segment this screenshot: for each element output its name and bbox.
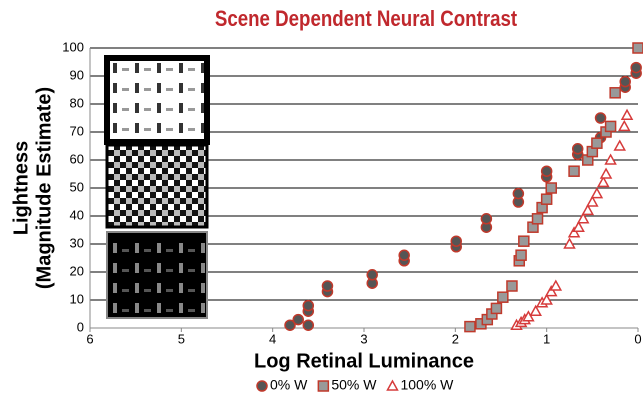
point (531, 213, 544, 225)
point (568, 165, 580, 177)
y-axis-label: Lightness (Magnitude Estimate) (10, 87, 55, 289)
y-label-line: Lightness (10, 141, 32, 235)
point (284, 319, 296, 331)
point (576, 212, 590, 224)
point (490, 302, 503, 315)
point (480, 213, 493, 225)
y-tick-label: 80 (70, 95, 84, 110)
point (506, 280, 518, 292)
point (302, 299, 315, 312)
y-tick-label: 50 (70, 179, 84, 194)
x-tick-label: 6 (86, 331, 93, 346)
point (515, 249, 527, 261)
point (386, 379, 399, 391)
point (609, 87, 621, 99)
chart-title: Scene Dependent Neural Contrast (215, 7, 517, 31)
point (545, 182, 557, 194)
point (594, 112, 607, 124)
plot (284, 42, 643, 333)
y-tick-label: 30 (70, 235, 84, 250)
point (618, 119, 631, 132)
point (512, 187, 525, 200)
point (544, 285, 558, 297)
point (366, 269, 378, 281)
x-tick-label: 0 (634, 331, 641, 346)
point (549, 279, 563, 291)
y-tick-label: 20 (70, 263, 84, 278)
point (529, 304, 542, 316)
y-label-line: (Magnitude Estimate) (33, 87, 55, 289)
inset-black (106, 231, 208, 319)
point (256, 380, 268, 392)
x-axis-label: Log Retinal Luminance (254, 350, 474, 372)
point (450, 235, 462, 247)
point (604, 153, 617, 165)
point (620, 108, 634, 120)
point (586, 195, 599, 207)
x-tick-label: 3 (360, 331, 367, 346)
x-tick-label: 5 (178, 331, 185, 346)
x-tick-label: 1 (543, 331, 550, 346)
y-tick-label: 90 (70, 67, 84, 82)
point (292, 313, 304, 326)
point (563, 237, 576, 249)
point (597, 175, 610, 188)
y-tick-label: 40 (70, 207, 84, 222)
point (567, 226, 581, 238)
point (632, 42, 643, 54)
y-tick-label: 0 (77, 319, 84, 334)
point (398, 249, 410, 261)
point (613, 139, 627, 151)
inset-mixed (105, 143, 209, 229)
point (630, 61, 642, 74)
x-tick-label: 4 (269, 331, 276, 346)
point (599, 167, 613, 179)
stimulus-insets (104, 55, 210, 319)
point (540, 293, 553, 305)
point (581, 203, 595, 216)
point (522, 310, 535, 322)
point (317, 380, 330, 392)
point (464, 320, 476, 333)
x-tick-label: 2 (452, 331, 459, 346)
legend: 0% W 50% W 100% W (256, 377, 454, 393)
y-tick-label: 60 (70, 151, 84, 166)
point (518, 235, 530, 247)
point (604, 120, 617, 133)
point (540, 165, 553, 177)
legend-label: 0% W (270, 377, 308, 393)
point (321, 280, 334, 292)
point (619, 75, 631, 88)
point (497, 291, 509, 303)
point (540, 193, 553, 205)
y-tick-label: 10 (70, 291, 84, 306)
inset-white (104, 55, 210, 145)
y-tick-label: 70 (70, 123, 84, 138)
point (590, 187, 604, 199)
point (571, 143, 584, 155)
point (572, 220, 585, 232)
point (591, 137, 603, 149)
point (302, 319, 315, 331)
legend-label: 100% W (400, 377, 454, 393)
legend-label: 50% W (331, 377, 377, 393)
y-tick-label: 100 (62, 39, 84, 54)
